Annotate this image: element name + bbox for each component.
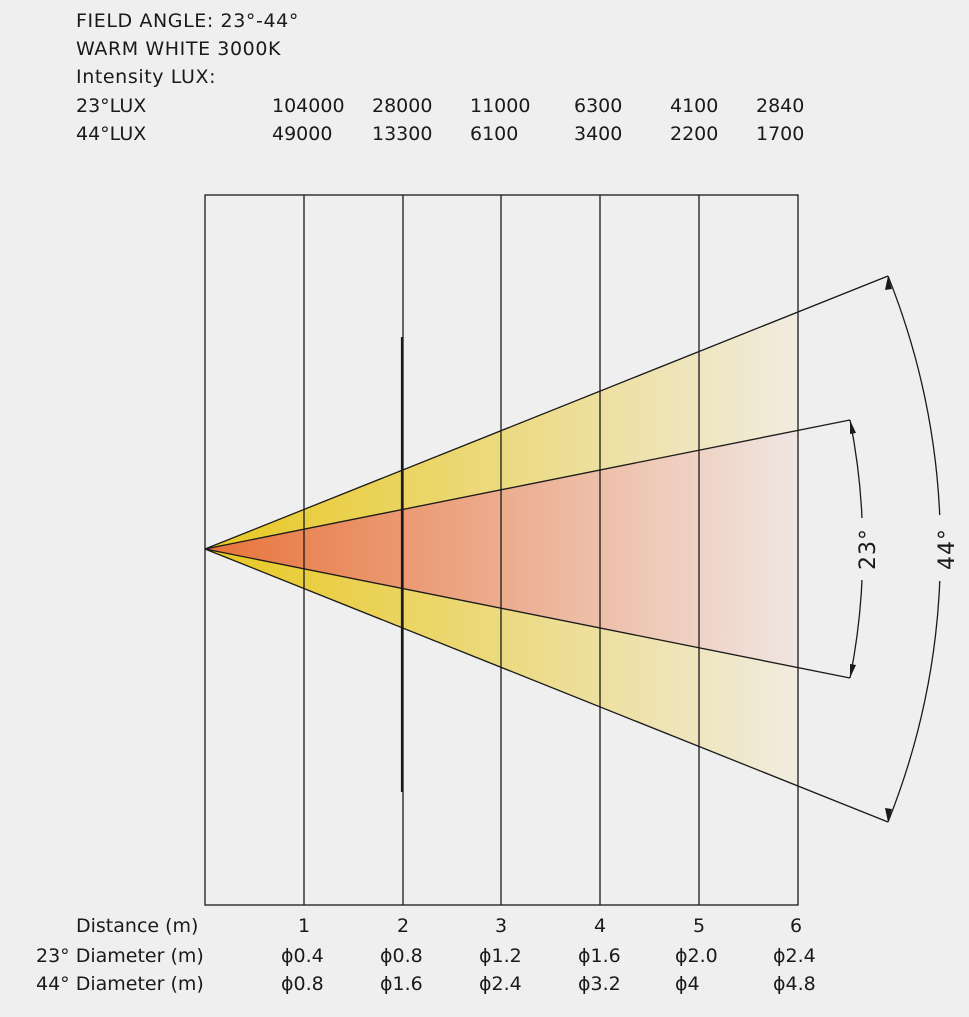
distance-label: Distance (m) [76,915,198,937]
diameter-23-label: 23° Diameter (m) [36,945,204,967]
label-44-backing [924,515,956,581]
diameter-44-value: ϕ4 [675,973,700,995]
lux-44-value: 6100 [470,123,518,145]
lux-44-value: 1700 [756,123,804,145]
beam-group [205,311,798,787]
angle-label-44: 44° [935,528,960,570]
lux-table: 23°LUX 104000 28000 11000 6300 4100 2840… [76,95,804,145]
diameter-23-value: ϕ2.4 [773,945,816,967]
diameter-23-value: ϕ1.6 [578,945,621,967]
distance-row: Distance (m) 1 2 3 4 5 6 [76,915,802,937]
inner-beam-edge-bottom [204,548,851,679]
outer-beam-edge-bottom [204,548,889,823]
field-angle-text: FIELD ANGLE: 23°-44° [76,10,299,32]
lux-row-23-label: 23°LUX [76,95,146,117]
lux-23-value: 104000 [272,95,345,117]
lux-23-value: 11000 [470,95,530,117]
lux-23-value: 6300 [574,95,622,117]
diameter-44-label: 44° Diameter (m) [36,973,204,995]
arc-arrowheads [850,276,892,822]
intensity-label: Intensity LUX: [76,66,216,88]
diameter-23-row: 23° Diameter (m) ϕ0.4 ϕ0.8 ϕ1.2 ϕ1.6 ϕ2.… [36,945,816,967]
diameter-44-row: 44° Diameter (m) ϕ0.8 ϕ1.6 ϕ2.4 ϕ3.2 ϕ4 … [36,973,816,995]
color-temp-text: WARM WHITE 3000K [76,38,281,60]
lux-44-value: 13300 [372,123,432,145]
diameter-23-value: ϕ2.0 [675,945,718,967]
distance-tick: 6 [790,915,802,937]
lux-44-value: 2200 [670,123,718,145]
distance-tick: 1 [298,915,310,937]
lux-44-value: 49000 [272,123,332,145]
arrow-23-bottom [850,664,856,678]
arrow-44-top [885,276,892,290]
distance-tick: 4 [594,915,606,937]
arrow-23-top [850,420,856,434]
diameter-44-value: ϕ4.8 [773,973,816,995]
diameter-23-value: ϕ0.4 [281,945,324,967]
diameter-44-value: ϕ1.6 [380,973,423,995]
diameter-44-value: ϕ0.8 [281,973,324,995]
lux-23-value: 4100 [670,95,718,117]
outer-beam-edge-top [204,275,889,550]
lux-23-value: 2840 [756,95,804,117]
label-23-backing [853,518,881,580]
lux-23-value: 28000 [372,95,432,117]
inner-beam-edge-top [204,419,851,550]
lux-44-value: 3400 [574,123,622,145]
beam-edges [204,275,889,823]
diameter-23-value: ϕ0.8 [380,945,423,967]
angle-label-23: 23° [856,528,881,570]
lux-row-44-label: 44°LUX [76,123,146,145]
diameter-23-value: ϕ1.2 [479,945,522,967]
distance-tick: 3 [495,915,507,937]
distance-tick: 5 [693,915,705,937]
diameter-44-value: ϕ2.4 [479,973,522,995]
distance-tick: 2 [397,915,409,937]
arrow-44-bottom [885,808,892,822]
diameter-44-value: ϕ3.2 [578,973,621,995]
